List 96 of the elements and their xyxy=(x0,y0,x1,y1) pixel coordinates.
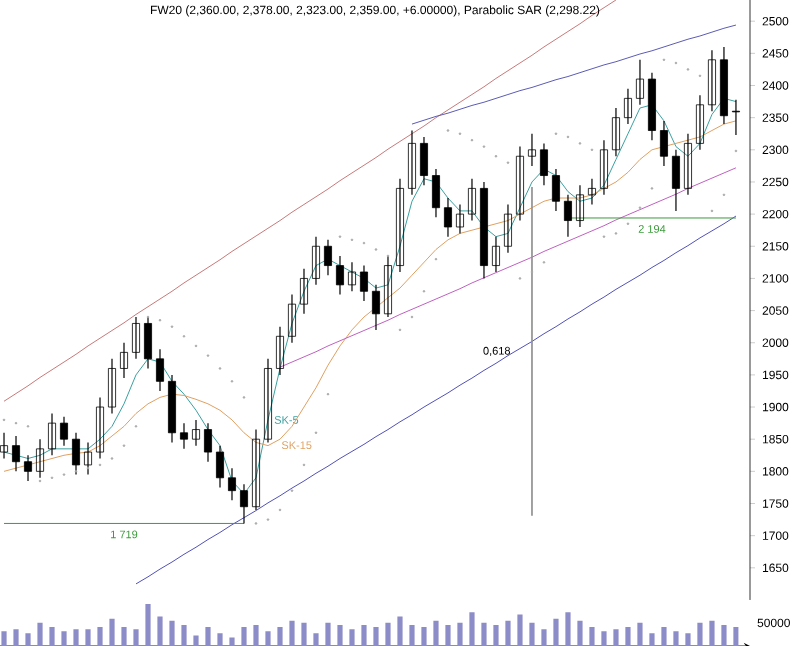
candlestick xyxy=(623,88,632,125)
candlestick xyxy=(84,441,93,476)
bar xyxy=(277,627,283,646)
bar xyxy=(229,637,235,646)
bar xyxy=(145,603,151,646)
bar xyxy=(337,624,343,646)
bar xyxy=(505,620,511,646)
candlestick xyxy=(611,107,620,157)
candlestick xyxy=(527,133,536,167)
candlestick xyxy=(192,419,200,447)
bar xyxy=(661,627,667,646)
candlestick xyxy=(96,396,104,460)
candlestick xyxy=(575,184,584,228)
candlestick xyxy=(347,261,356,292)
candlestick xyxy=(0,432,9,460)
bar xyxy=(517,614,523,646)
candlestick xyxy=(407,129,416,196)
candlestick xyxy=(263,358,272,444)
candlestick xyxy=(48,412,57,456)
bar xyxy=(157,616,163,646)
bar xyxy=(169,620,175,646)
bar xyxy=(445,624,451,646)
bar xyxy=(721,624,727,646)
bar xyxy=(613,629,619,646)
bar xyxy=(469,612,475,646)
bar xyxy=(553,618,559,646)
bar xyxy=(61,631,67,646)
candlestick xyxy=(635,59,644,106)
bar xyxy=(625,627,631,646)
bar xyxy=(541,629,547,646)
bar xyxy=(1,631,7,646)
candlestick xyxy=(120,342,128,379)
candlestick xyxy=(287,293,296,344)
bar xyxy=(685,633,691,646)
bar xyxy=(373,627,379,646)
bar xyxy=(241,627,247,646)
bar xyxy=(301,622,307,646)
bar xyxy=(349,629,355,646)
bar xyxy=(289,620,295,646)
bar xyxy=(73,629,79,646)
candlestick xyxy=(695,94,704,151)
bar xyxy=(529,622,535,646)
bar xyxy=(601,631,607,646)
bar xyxy=(577,620,583,646)
candlestick xyxy=(683,133,692,196)
bar xyxy=(433,620,439,646)
bar xyxy=(37,622,43,646)
candlestick xyxy=(108,358,116,415)
bar xyxy=(193,635,199,646)
bar xyxy=(649,633,655,646)
candlestick xyxy=(299,268,308,315)
bar xyxy=(121,627,127,646)
candlestick xyxy=(455,203,464,235)
candlestick xyxy=(395,178,404,273)
bar xyxy=(637,622,643,646)
bar xyxy=(49,627,55,646)
bar xyxy=(385,622,391,646)
candlestick xyxy=(731,99,740,136)
bar xyxy=(697,622,703,646)
bar xyxy=(361,624,367,646)
bar xyxy=(217,633,223,646)
candlestick xyxy=(132,316,141,360)
bar xyxy=(253,624,259,646)
bar xyxy=(409,624,415,646)
candlestick xyxy=(515,146,524,222)
bar xyxy=(205,627,211,646)
candlestick xyxy=(707,49,716,112)
bar xyxy=(13,629,19,646)
bar xyxy=(85,629,91,646)
bar xyxy=(421,627,427,646)
bar xyxy=(109,618,115,646)
bar xyxy=(313,633,319,646)
candlestick xyxy=(587,178,596,206)
bar xyxy=(565,612,571,646)
candlestick xyxy=(275,326,284,376)
bar xyxy=(589,627,595,646)
candlestick xyxy=(311,236,320,286)
candlestick xyxy=(491,236,500,273)
bar xyxy=(97,627,103,646)
bar xyxy=(493,624,499,646)
candlestick xyxy=(467,178,476,222)
bar xyxy=(733,627,739,646)
candlestick xyxy=(599,139,608,196)
candlestick xyxy=(252,428,260,511)
bar xyxy=(481,622,487,646)
bar xyxy=(133,629,139,646)
bar xyxy=(325,622,331,646)
bar xyxy=(673,631,679,646)
candlestick xyxy=(503,203,512,254)
bar xyxy=(457,622,463,646)
bar xyxy=(25,633,31,646)
bar xyxy=(709,620,715,646)
bar xyxy=(265,631,271,646)
bar xyxy=(397,616,403,646)
candlestick xyxy=(36,438,45,479)
bar xyxy=(181,624,187,646)
